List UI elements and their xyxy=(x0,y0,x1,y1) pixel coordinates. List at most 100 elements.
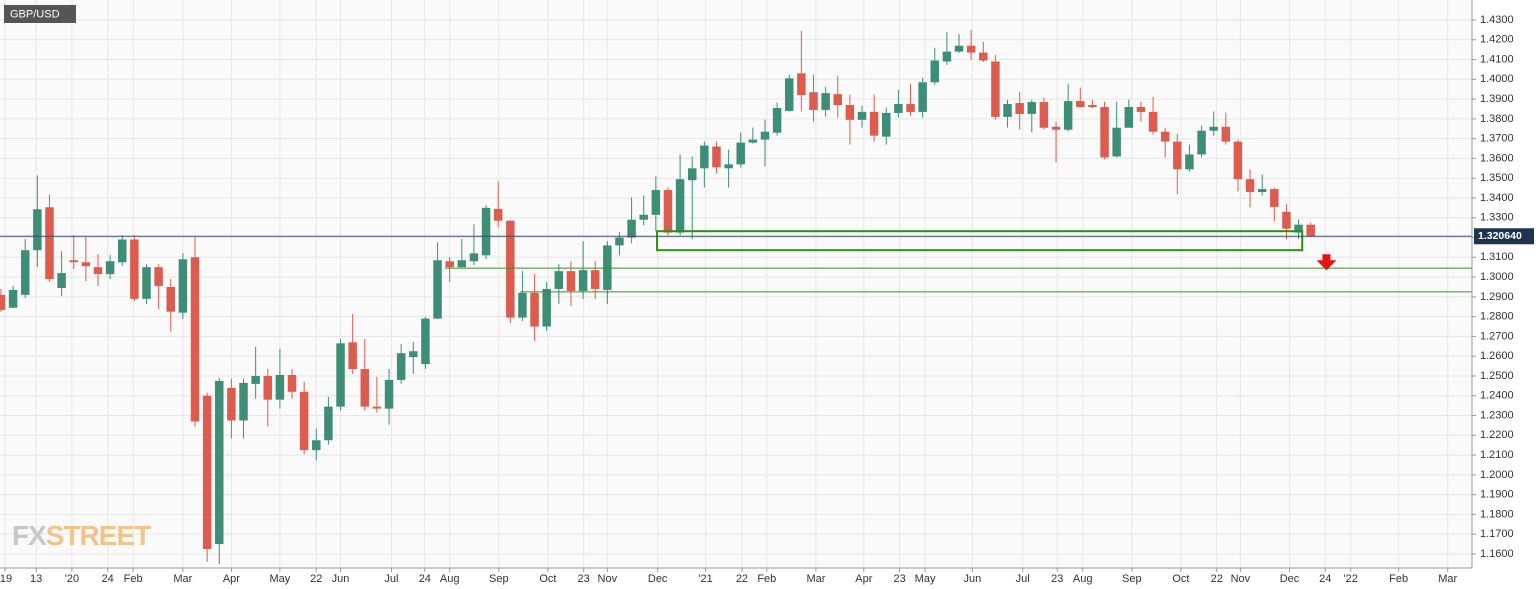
candle-body xyxy=(421,318,430,365)
x-tick-label: Oct xyxy=(539,573,556,585)
candle-body xyxy=(821,93,830,110)
candle-body xyxy=(809,92,818,110)
candle-body xyxy=(700,145,709,169)
candle-body xyxy=(1185,154,1194,170)
candle-body xyxy=(942,51,952,62)
candle-body xyxy=(1197,130,1206,155)
x-tick-label: '22 xyxy=(1344,573,1358,585)
candle-body xyxy=(1112,127,1121,157)
chart-title: GBP/USD xyxy=(10,8,60,20)
candle-body xyxy=(760,131,770,140)
x-tick-label: 24 xyxy=(1319,573,1331,585)
x-tick-label: Sep xyxy=(1122,573,1142,585)
candle-body xyxy=(1124,106,1134,128)
candle-body xyxy=(687,168,697,181)
candle-body xyxy=(882,112,891,137)
candle-body xyxy=(190,257,200,422)
y-tick-label: 1.2100 xyxy=(1480,449,1514,461)
candle-body xyxy=(0,294,6,310)
last-price-box xyxy=(1474,228,1534,245)
y-tick-label: 1.2700 xyxy=(1480,330,1514,342)
candle-body xyxy=(590,270,600,289)
candle-body xyxy=(336,343,345,407)
x-tick-label: Mar xyxy=(806,573,825,585)
y-tick-label: 1.1900 xyxy=(1480,489,1514,501)
candle-body xyxy=(299,391,309,451)
candle-body xyxy=(360,369,370,407)
y-tick-label: 1.2600 xyxy=(1480,350,1514,362)
support-zone xyxy=(656,230,1304,252)
marks xyxy=(0,29,1315,565)
candle-body xyxy=(69,260,78,263)
candle-body xyxy=(227,387,236,421)
y-tick-label: 1.3600 xyxy=(1480,152,1514,164)
candle-body xyxy=(1294,224,1303,233)
x-tick-label: Jul xyxy=(1016,573,1030,585)
candle-body xyxy=(784,78,794,111)
x-tick-label: Aug xyxy=(1073,573,1093,585)
candle-body xyxy=(845,105,855,120)
y-tick-label: 1.2500 xyxy=(1480,370,1514,382)
x-tick-label: 22 xyxy=(1211,573,1223,585)
candle-body xyxy=(178,259,188,313)
y-tick-label: 1.2300 xyxy=(1480,409,1514,421)
y-tick-label: 1.4300 xyxy=(1480,14,1514,26)
candle-body xyxy=(1039,102,1049,128)
candle-body xyxy=(651,190,661,215)
candle-body xyxy=(287,374,297,392)
candle-body xyxy=(1003,104,1012,117)
x-tick-label: Apr xyxy=(855,573,872,585)
y-tick-label: 1.4000 xyxy=(1480,73,1514,85)
y-tick-label: 1.4200 xyxy=(1480,34,1514,46)
candle-body xyxy=(312,440,321,451)
candle-body xyxy=(554,271,564,289)
y-tick-label: 1.1700 xyxy=(1480,528,1514,540)
y-tick-label: 1.3100 xyxy=(1480,251,1514,263)
x-tick-label: Jul xyxy=(384,573,398,585)
candle-body xyxy=(991,61,1000,117)
candle-body xyxy=(1233,141,1243,180)
x-tick-label: Jun xyxy=(963,573,981,585)
y-tick-label: 1.2400 xyxy=(1480,390,1514,402)
candle-body xyxy=(1209,126,1218,131)
x-tick-label: Jun xyxy=(332,573,350,585)
y-tick-label: 1.1800 xyxy=(1480,508,1514,520)
candle-body xyxy=(578,270,588,291)
y-tick-label: 1.3300 xyxy=(1480,212,1514,224)
candle-body xyxy=(1136,106,1146,112)
candle-body xyxy=(1051,126,1061,130)
x-tick-label: '20 xyxy=(65,573,79,585)
candle-body xyxy=(105,261,115,275)
x-tick-label: Sep xyxy=(489,573,509,585)
x-tick-label: 22 xyxy=(736,573,748,585)
candle-body xyxy=(918,82,927,112)
x-tick-label: May xyxy=(915,573,936,585)
y-tick-label: 1.4100 xyxy=(1480,53,1514,65)
x-tick-label: '19 xyxy=(0,573,12,585)
candle-body xyxy=(57,273,66,288)
candle-body xyxy=(1173,141,1182,170)
y-tick-label: 1.3700 xyxy=(1480,133,1514,145)
candle-body xyxy=(1015,103,1024,114)
x-tick-label: Oct xyxy=(1172,573,1189,585)
watermark-street: STREET xyxy=(46,520,151,551)
candle-body xyxy=(8,289,18,308)
watermark-fx: FX xyxy=(12,520,47,551)
last-price-label: 1.320640 xyxy=(1478,230,1522,242)
candle-body xyxy=(81,262,91,267)
y-tick-label: 1.2000 xyxy=(1480,469,1514,481)
candle-body xyxy=(130,239,139,299)
candle-body xyxy=(45,207,54,280)
candle-body xyxy=(33,209,42,251)
y-tick-label: 1.2800 xyxy=(1480,311,1514,323)
candle-body xyxy=(1076,101,1085,107)
y-tick-label: 1.2200 xyxy=(1480,429,1514,441)
candle-body xyxy=(372,406,382,409)
y-tick-label: 1.3000 xyxy=(1480,271,1514,283)
candle-body xyxy=(966,45,976,53)
x-tick-label: Dec xyxy=(1280,573,1300,585)
x-tick-label: May xyxy=(270,573,291,585)
candle-body xyxy=(906,104,915,112)
candle-body xyxy=(1088,105,1097,107)
